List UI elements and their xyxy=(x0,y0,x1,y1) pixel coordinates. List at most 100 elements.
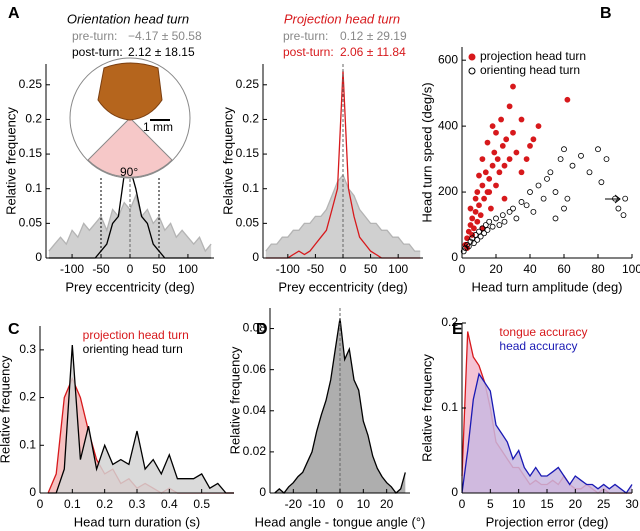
point xyxy=(467,222,474,228)
x-axis-label: Prey eccentricity (deg) xyxy=(278,279,407,294)
point xyxy=(540,195,547,202)
x-tick-label: -20 xyxy=(285,497,303,511)
y-tick-label: 0.1 xyxy=(25,181,42,195)
y-tick-label: 0.05 xyxy=(236,216,260,230)
point xyxy=(501,162,508,169)
x-tick-label: 0 xyxy=(337,497,344,511)
point xyxy=(489,123,496,130)
x-axis-label: Projection error (deg) xyxy=(486,514,609,529)
y-tick-label: 0.25 xyxy=(236,77,260,91)
legend-label: projection head turn xyxy=(480,49,586,63)
legend-marker xyxy=(468,67,476,75)
point xyxy=(489,223,496,230)
point xyxy=(586,169,593,176)
y-tick-label: 0.15 xyxy=(236,146,260,160)
y-tick-label: 600 xyxy=(438,52,458,66)
point xyxy=(612,195,618,202)
frog-head xyxy=(97,62,163,121)
x-axis-label: Head turn duration (s) xyxy=(74,514,200,529)
point xyxy=(513,149,520,156)
y-tick-label: 0.04 xyxy=(243,403,267,417)
y-axis-label: Relative frequency xyxy=(220,107,235,215)
point xyxy=(527,143,533,149)
y-tick-label: 0.06 xyxy=(243,362,267,376)
point xyxy=(506,156,513,162)
y-axis-label: Relative frequency xyxy=(227,346,242,454)
y-tick-label: 0.3 xyxy=(19,342,36,356)
point xyxy=(552,189,559,195)
point xyxy=(503,136,510,143)
y-tick-label: 0 xyxy=(29,485,36,499)
y-tick-label: 0.05 xyxy=(19,216,43,230)
panel-label: E xyxy=(452,321,463,338)
annotation: post-turn: xyxy=(72,45,123,59)
x-axis-label: Head angle - tongue angle (°) xyxy=(255,514,426,529)
annotation: pre-turn: xyxy=(283,29,328,43)
point xyxy=(484,139,491,146)
point xyxy=(493,215,499,222)
point xyxy=(569,162,576,169)
point xyxy=(530,136,537,143)
y-tick-label: 200 xyxy=(438,184,458,198)
y-tick-label: 0.15 xyxy=(19,146,43,160)
x-tick-label: -50 xyxy=(307,262,325,276)
point xyxy=(561,146,567,153)
x-axis-label: Prey eccentricity (deg) xyxy=(65,279,194,294)
y-tick-label: 0.02 xyxy=(243,444,267,458)
point xyxy=(462,245,469,252)
x-tick-label: 20 xyxy=(489,262,503,276)
point xyxy=(523,202,530,209)
point xyxy=(603,156,610,162)
point xyxy=(467,205,474,212)
panel-label: B xyxy=(600,5,612,22)
point xyxy=(564,195,571,202)
point xyxy=(535,182,542,189)
point xyxy=(595,146,601,153)
legend-marker xyxy=(468,53,476,61)
legend-label: orienting head turn xyxy=(83,342,183,356)
x-tick-label: 15 xyxy=(540,497,554,511)
x-tick-label: 0 xyxy=(459,262,466,276)
point xyxy=(496,222,503,228)
x-tick-label: 10 xyxy=(512,497,526,511)
point xyxy=(493,182,499,189)
y-tick-label: 0.2 xyxy=(19,390,36,404)
point xyxy=(479,225,486,232)
x-tick-label: 100 xyxy=(388,262,408,276)
y-tick-label: 0.1 xyxy=(242,181,259,195)
point xyxy=(622,195,629,202)
point xyxy=(506,208,513,215)
point xyxy=(498,116,505,123)
y-tick-label: 0.2 xyxy=(25,112,42,126)
y-axis-label: Head turn speed (deg/s) xyxy=(419,82,434,222)
point xyxy=(530,208,537,215)
x-tick-label: 100 xyxy=(178,262,198,276)
y-tick-label: 0 xyxy=(252,250,259,264)
legend-label: projection head turn xyxy=(83,328,189,342)
point xyxy=(494,156,501,162)
point xyxy=(460,248,467,255)
point xyxy=(518,116,525,123)
point xyxy=(544,175,550,182)
point xyxy=(501,218,508,225)
point xyxy=(620,212,627,219)
x-tick-label: 0 xyxy=(37,497,44,511)
point xyxy=(489,162,496,169)
point xyxy=(476,172,482,179)
y-tick-label: 0 xyxy=(451,485,458,499)
annotation: 0.12 ± 29.19 xyxy=(340,29,407,43)
x-tick-label: 0 xyxy=(340,262,347,276)
point xyxy=(510,205,516,212)
annotation: post-turn: xyxy=(283,45,334,59)
x-tick-label: 40 xyxy=(523,262,537,276)
point xyxy=(474,189,481,195)
point xyxy=(465,243,472,250)
legend-label: tongue accuracy xyxy=(499,325,587,339)
x-axis-label: Head turn amplitude (deg) xyxy=(471,279,622,294)
legend-label: orienting head turn xyxy=(480,63,580,77)
point xyxy=(598,179,605,186)
y-tick-label: 400 xyxy=(438,118,458,132)
point xyxy=(487,205,494,212)
point xyxy=(527,189,533,195)
point xyxy=(486,218,493,225)
